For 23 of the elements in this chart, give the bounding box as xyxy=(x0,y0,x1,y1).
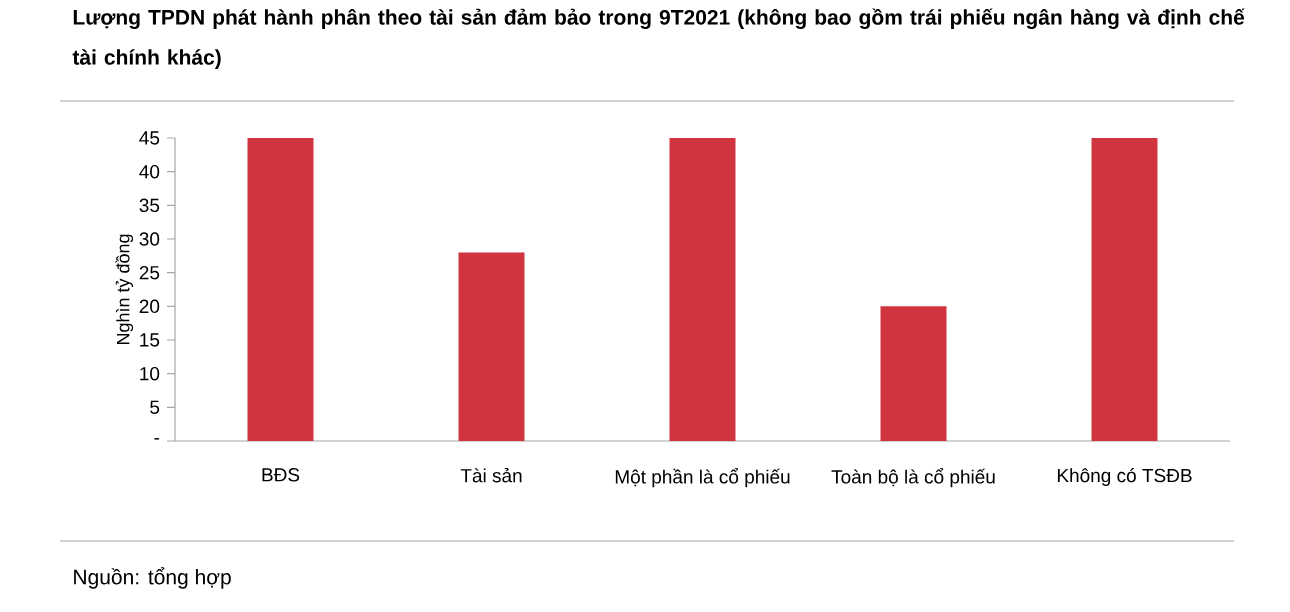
y-tick-label: - xyxy=(154,438,160,440)
x-tick-label: Một phần là cổ phiếu xyxy=(615,468,790,488)
y-tick-label: 10 xyxy=(140,366,160,381)
bar xyxy=(880,306,947,441)
bar xyxy=(1091,138,1158,441)
y-tick-label: 30 xyxy=(139,232,160,246)
x-tick-label: BĐS xyxy=(262,468,300,482)
bar xyxy=(247,138,314,441)
y-tick-label: 15 xyxy=(140,333,160,347)
x-tick-label: Không có TSĐB xyxy=(1057,468,1192,487)
y-tick-label: 20 xyxy=(139,299,160,314)
y-tick-label: 35 xyxy=(139,198,160,213)
chart-title: Lượng TPDN phát hành phân theo tài sản đảm bảo trong 9T2021 (không bao gồm trái phiếu ngân hàng và định chế tài chính khác) xyxy=(72,8,1245,69)
y-axis-title: Nghìn tỷ đồng xyxy=(115,234,134,345)
y-tick-label: 25 xyxy=(139,265,160,280)
x-tick-label: Toàn bộ là cổ phiếu xyxy=(831,468,995,488)
bar xyxy=(458,252,525,441)
text: Nguồn: tổng hợp xyxy=(74,567,231,589)
y-tick-label: 40 xyxy=(139,164,160,179)
x-tick-label: Tài sản xyxy=(460,468,522,483)
y-tick-label: 45 xyxy=(139,131,160,145)
bar xyxy=(669,138,736,441)
y-tick-label: 5 xyxy=(150,400,160,414)
